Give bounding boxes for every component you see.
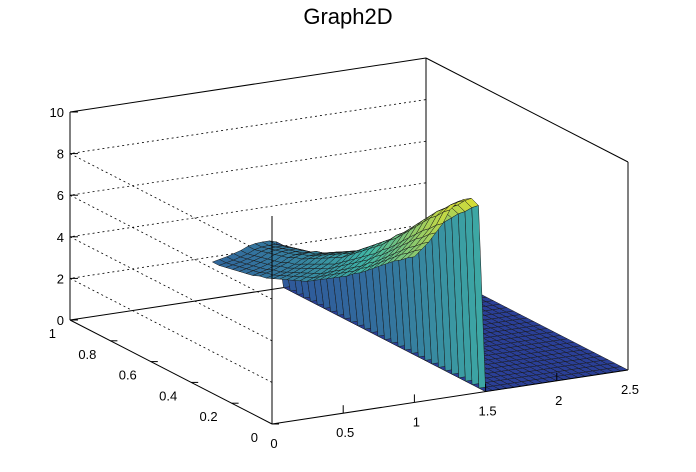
front-frame [69, 112, 629, 425]
right-top-edge [425, 57, 629, 163]
x-tick-label: 2 [555, 393, 562, 408]
surface-mesh [211, 197, 629, 393]
z-tick-label: 6 [57, 188, 64, 203]
z-tick-label: 0 [57, 313, 64, 328]
chart-title: Graph2D [303, 4, 393, 29]
z-gridline [68, 224, 427, 383]
x-tick-label: 1 [413, 414, 420, 429]
z-gridline [68, 140, 427, 300]
back-top-edge [69, 57, 427, 113]
y-tick-label: 0.6 [119, 368, 137, 383]
x-axis-line [271, 369, 629, 425]
z-gridline [68, 182, 427, 342]
y-tick-label: 0.4 [159, 388, 177, 403]
y-tick-label: 0.8 [78, 347, 96, 362]
z-tick-label: 2 [57, 271, 64, 286]
grid-lines [68, 99, 427, 383]
y-axis-line [69, 319, 273, 425]
x-tick-label: 2.5 [621, 382, 639, 397]
y-tick-label: 0.2 [200, 409, 218, 424]
z-tick-label: 8 [57, 147, 64, 162]
y-tick-label: 1 [49, 326, 56, 341]
x-tick-label: 0 [270, 436, 277, 451]
back-frame [69, 57, 629, 370]
y-tick-label: 0 [251, 430, 258, 445]
z-gridline [68, 99, 427, 258]
x-tick-label: 1.5 [479, 404, 497, 419]
x-tick-label: 0.5 [336, 425, 354, 440]
z-tick-label: 10 [50, 105, 64, 120]
z-tick-label: 4 [57, 230, 64, 245]
